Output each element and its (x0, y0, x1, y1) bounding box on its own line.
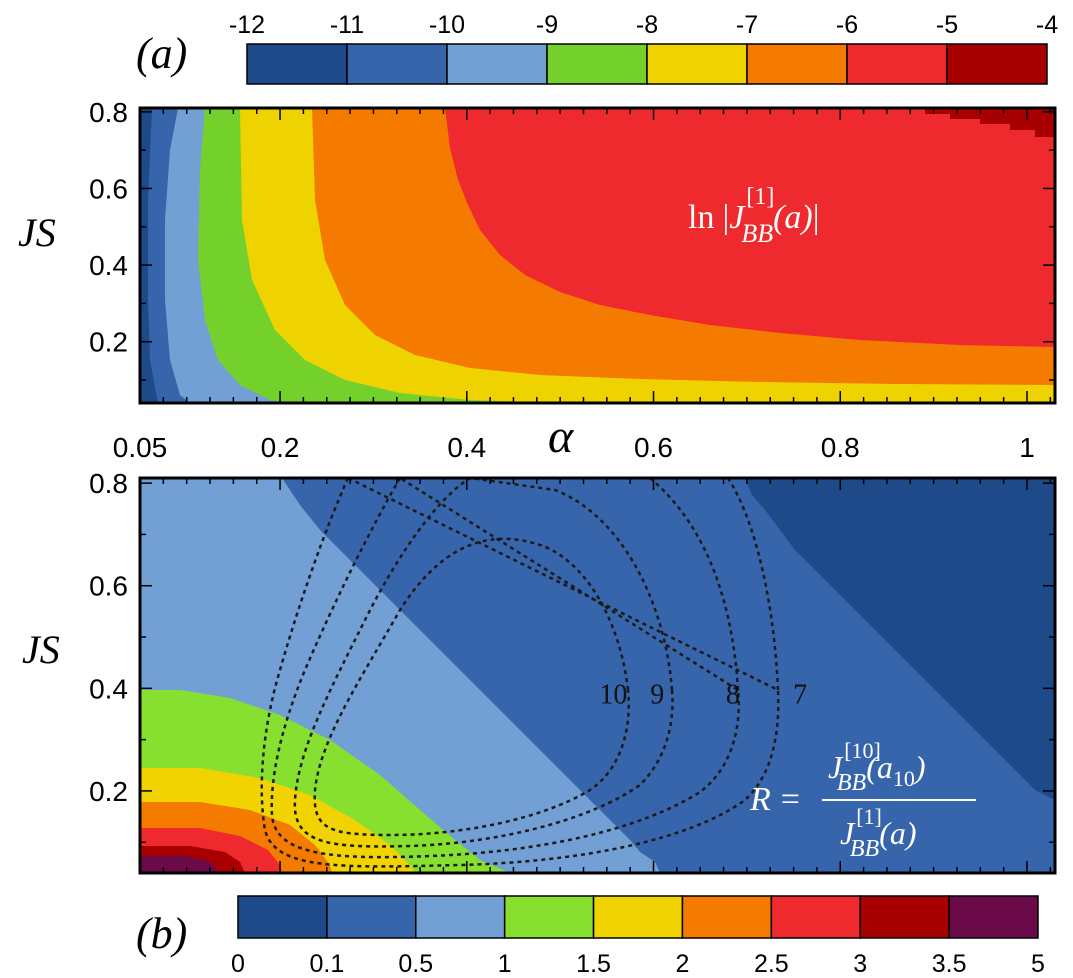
colorbar-b-swatch-2 (415, 895, 506, 939)
quantity-label-b: R = J[10] BB(a10) J[1] BB(a) (749, 738, 976, 862)
colorbar-a-tick-label: -8 (636, 11, 658, 39)
colorbar-b (237, 895, 1039, 939)
colorbar-a-swatch-4 (646, 43, 748, 85)
ticks-b (139, 478, 1055, 873)
colorbar-a-tick-label: -10 (429, 11, 465, 39)
colorbar-b-tick-label: 2 (675, 950, 689, 978)
y-tick-label: 0.8 (89, 468, 128, 499)
panel-a-label: (a) (136, 29, 187, 78)
colorbar-a-tick-label: -7 (736, 11, 758, 39)
colorbar-a-swatch-3 (546, 43, 648, 85)
y-tick-label: 0.6 (89, 173, 128, 204)
contour-label-10: 10 (599, 679, 627, 710)
y-axis-label-b: JS (22, 627, 60, 672)
contour-label-7: 7 (793, 679, 807, 710)
y-tick-labels-b: 0.2 0.4 0.6 0.8 (89, 468, 128, 807)
x-tick-label: 0.2 (261, 432, 300, 463)
colorbar-a-swatch-0 (246, 43, 348, 85)
region-a-yellow (140, 108, 1055, 403)
colorbar-a-tick-label: -11 (330, 11, 364, 39)
contour-label-9: 9 (650, 679, 664, 710)
region-a-blue (140, 108, 190, 403)
y-tick-label: 0.2 (89, 327, 128, 358)
colorbar-a-tick-label: -6 (836, 11, 858, 39)
colorbar-a-tick-label: -5 (936, 11, 958, 39)
ticks-a (139, 108, 1055, 403)
colorbar-b-swatch-3 (503, 895, 595, 939)
heatmap-a (140, 108, 1055, 403)
region-a-lightblue (140, 108, 300, 403)
y-axis-label-a: JS (18, 210, 56, 255)
contour-10 (313, 537, 630, 837)
colorbar-b-swatch-8 (948, 895, 1039, 939)
colorbar-a-swatch-5 (746, 43, 848, 85)
plot-frame-b (138, 476, 1057, 875)
x-axis-label: α (548, 410, 574, 463)
colorbar-b-swatch-1 (326, 895, 417, 939)
quantity-label-a: ln |J[1] BB(a)| (688, 184, 820, 248)
colorbar-a-ticks: -12 -11 -10 -9 -8 -7 -6 -5 -4 (229, 11, 1058, 39)
colorbar-b-tick-label: 0 (231, 950, 245, 978)
x-tick-label: 0.8 (821, 432, 860, 463)
colorbar-a-tick-label: -4 (1036, 11, 1058, 39)
label-b-R: R = (749, 781, 800, 818)
region-b-purple (140, 856, 220, 873)
region-a-darkblue (140, 108, 158, 403)
colorbar-b-tick-label: 0.1 (310, 950, 345, 978)
colorbar-b-tick-label: 0.5 (398, 950, 433, 978)
y-tick-labels-a: 0.2 0.4 0.6 0.8 (89, 97, 128, 358)
colorbar-a-tick-label: -12 (229, 11, 265, 39)
contour-9 (293, 478, 674, 848)
plot-frame-a (138, 106, 1057, 405)
y-tick-label: 0.4 (89, 250, 128, 281)
colorbar-a-swatch-2 (446, 43, 548, 85)
y-tick-label: 0.8 (89, 97, 128, 128)
x-tick-label: 0.6 (634, 432, 673, 463)
contour-labels: 10 9 8 7 (599, 679, 807, 710)
colorbar-a-tick-label: -9 (536, 11, 558, 39)
colorbar-b-tick-label: 5 (1031, 950, 1045, 978)
colorbar-a-swatch-7 (946, 43, 1048, 85)
contours-b (260, 478, 780, 868)
region-a-darkred (925, 108, 1055, 137)
colorbar-b-swatch-0 (237, 895, 328, 939)
region-a-green (140, 108, 560, 403)
colorbar-b-swatch-6 (770, 895, 861, 939)
contour-8 (270, 478, 740, 859)
colorbar-b-tick-label: 3 (853, 950, 867, 978)
region-b-darkblue (745, 478, 1055, 800)
contour-7 (260, 478, 780, 868)
label-b-numerator: J[10] BB(a10) (828, 738, 926, 796)
colorbar-b-swatch-5 (681, 895, 773, 939)
y-tick-label: 0.2 (89, 776, 128, 807)
colorbar-b-tick-label: 2.5 (754, 950, 789, 978)
x-tick-label: 1 (1019, 432, 1035, 463)
y-tick-label: 0.6 (89, 571, 128, 602)
colorbar-b-swatch-4 (592, 895, 684, 939)
x-tick-labels: 0.05 0.2 0.4 0.6 0.8 1 (113, 432, 1035, 463)
colorbar-b-tick-label: 1.5 (576, 950, 611, 978)
colorbar-b-tick-label: 1 (498, 950, 512, 978)
colorbar-a-swatch-6 (846, 43, 948, 85)
colorbar-a (246, 43, 1048, 85)
heatmap-b (140, 478, 1055, 873)
label-b-denominator: J[1] BB(a) (840, 804, 917, 862)
contour-label-8: 8 (726, 679, 740, 710)
colorbar-b-ticks: 0 0.1 0.5 1 1.5 2 2.5 3 3.5 5 (231, 950, 1045, 978)
colorbar-b-tick-label: 3.5 (932, 950, 967, 978)
colorbar-b-swatch-7 (859, 895, 950, 939)
x-tick-label: 0.05 (113, 432, 168, 463)
colorbar-a-swatch-1 (346, 43, 448, 85)
x-tick-label: 0.4 (447, 432, 486, 463)
y-tick-label: 0.4 (89, 673, 128, 704)
panel-b-label: (b) (136, 909, 187, 958)
